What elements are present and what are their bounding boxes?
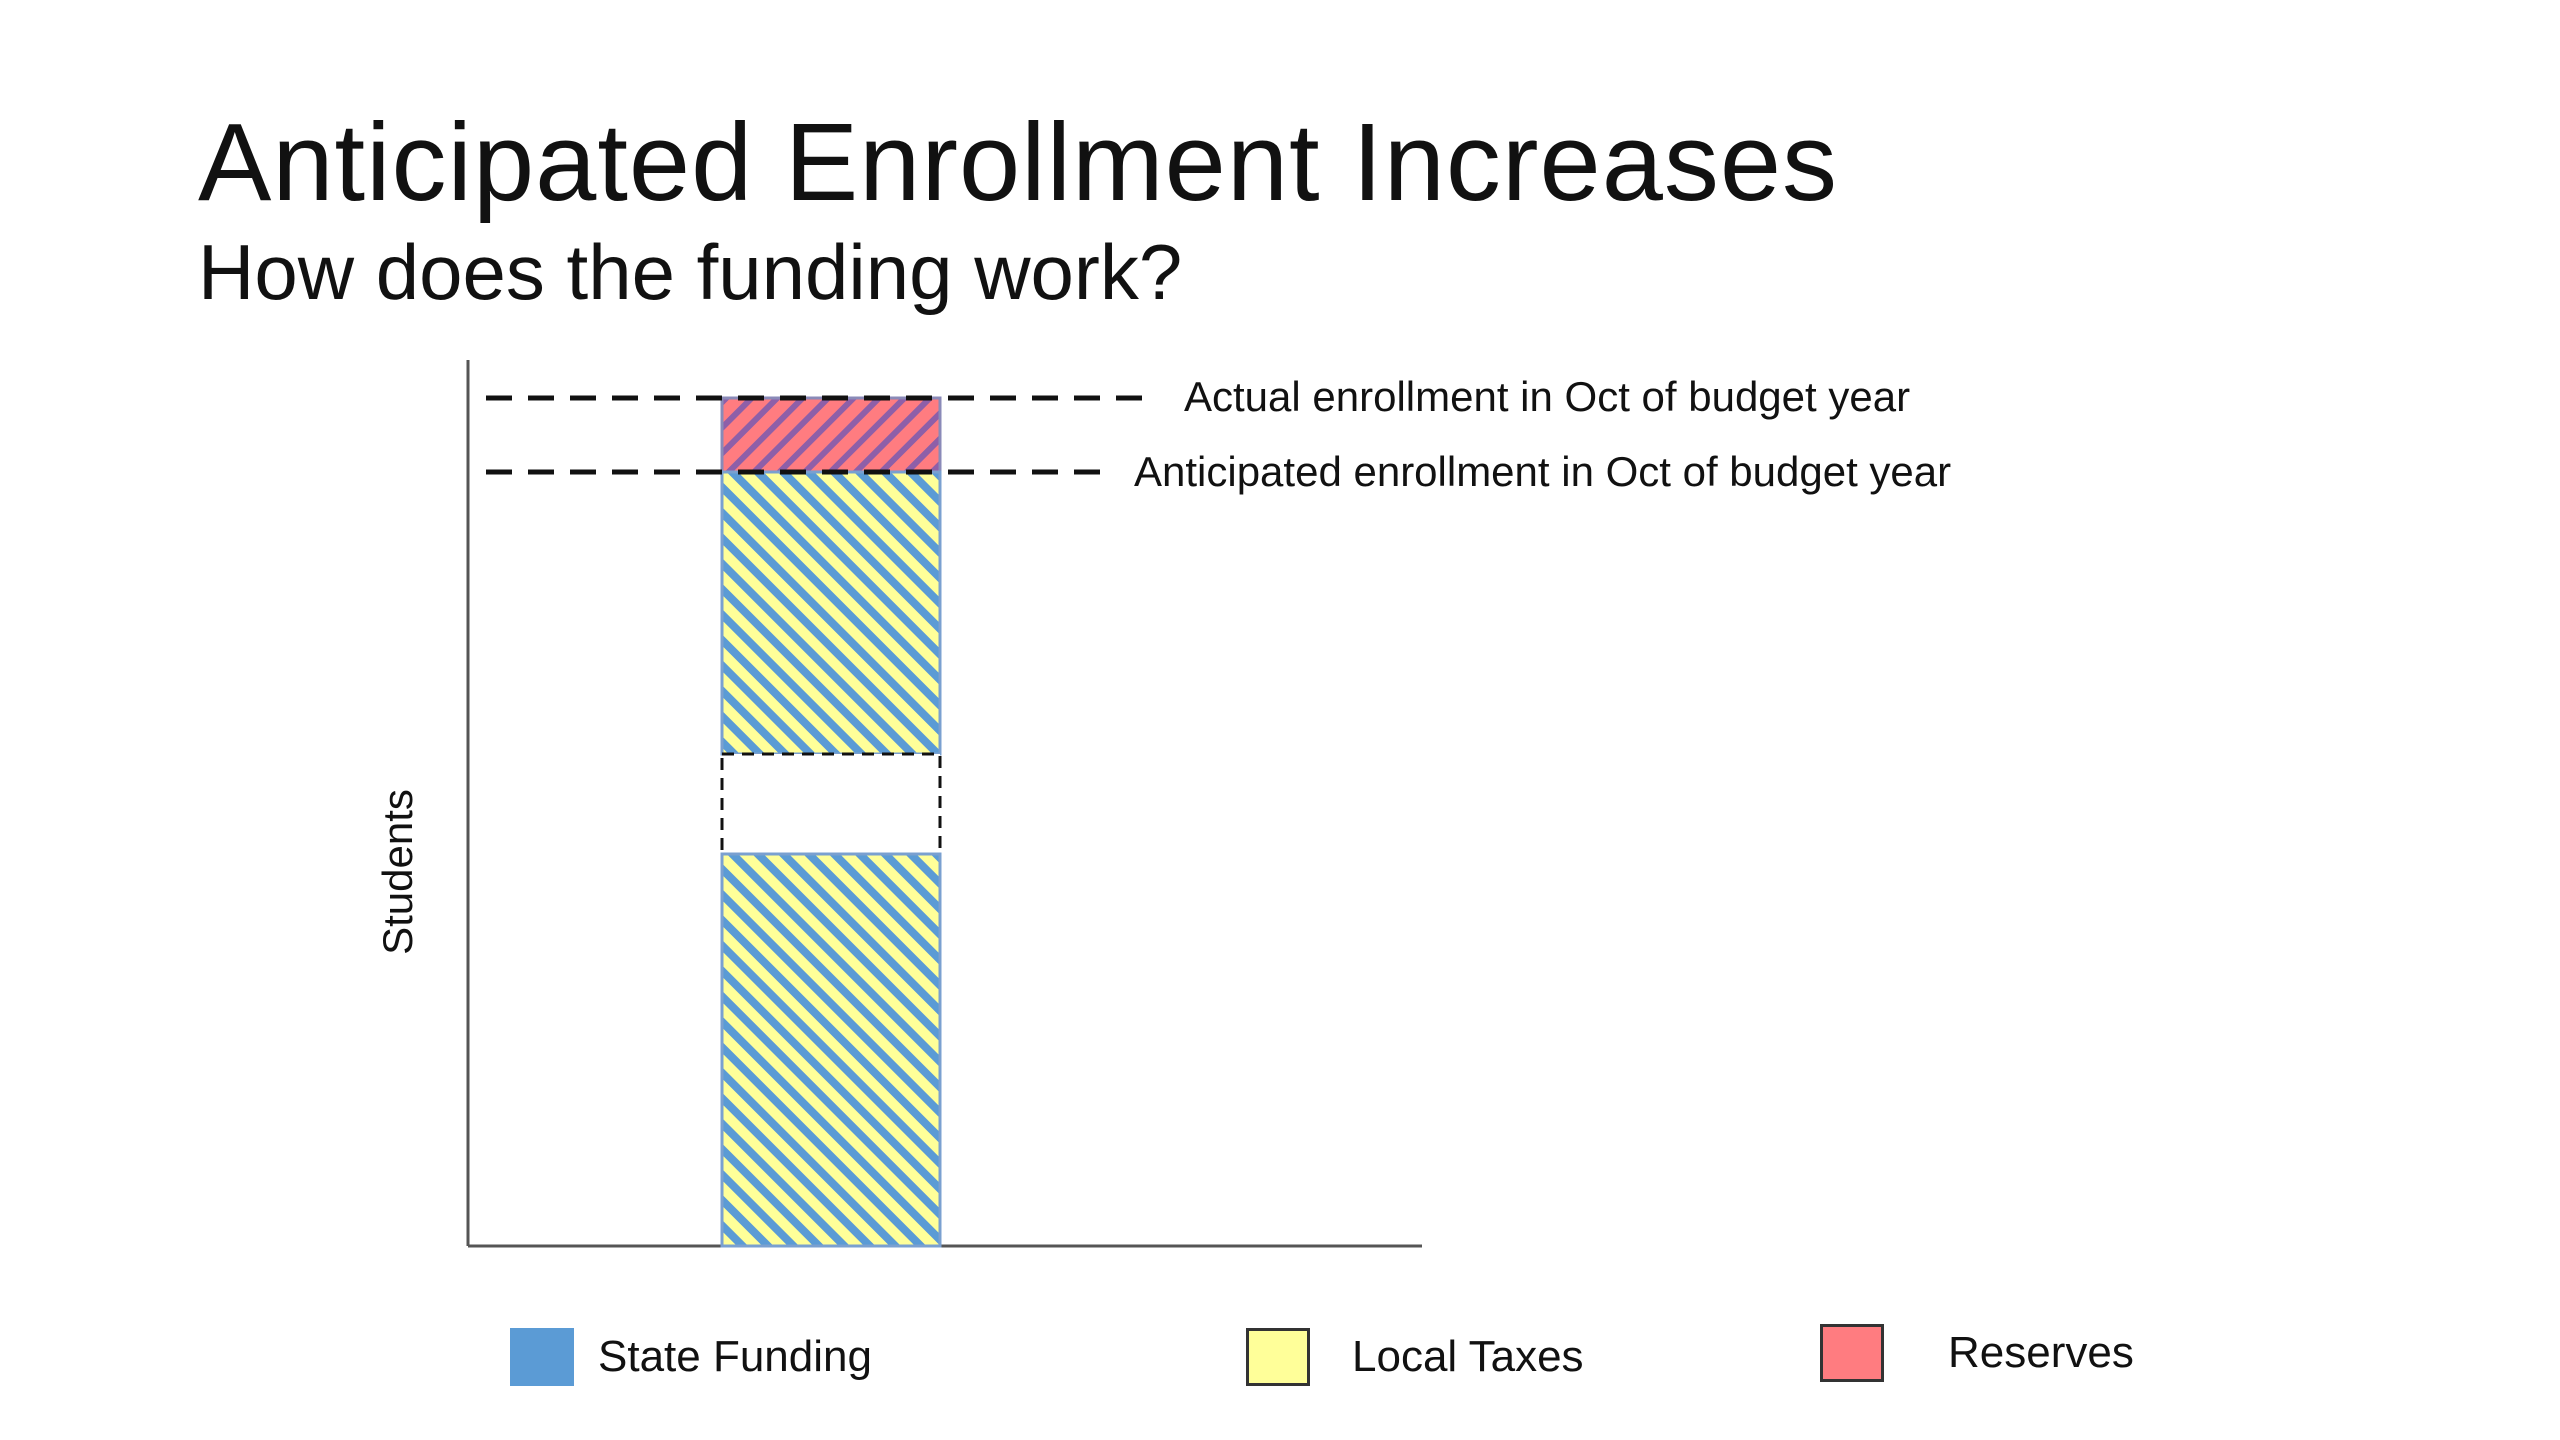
state-funding-swatch [510, 1328, 574, 1386]
y-axis-label: Students [374, 789, 421, 955]
reserves-segment [720, 396, 942, 474]
slide-title: Anticipated Enrollment Increases [198, 101, 1839, 224]
legend-item-state-funding: State Funding [510, 1328, 872, 1386]
actual-enrollment-label: Actual enrollment in Oct of budget year [1184, 373, 1910, 420]
local-taxes-label: Local Taxes [1352, 1332, 1584, 1381]
reserves-label: Reserves [1948, 1328, 2134, 1377]
anticipated-enrollment-label: Anticipated enrollment in Oct of budget … [1134, 448, 1951, 495]
legend-item-local-taxes: Local Taxes [1246, 1328, 1584, 1386]
funding-segment-upper [720, 470, 942, 756]
local-taxes-swatch [1246, 1328, 1310, 1386]
axis-break-gap [720, 752, 942, 856]
state-funding-label: State Funding [598, 1332, 872, 1381]
slide-subtitle: How does the funding work? [198, 228, 1183, 316]
legend-item-reserves: Reserves [1820, 1324, 2134, 1382]
funding-segment-lower [720, 852, 942, 1248]
reserves-swatch [1820, 1324, 1884, 1382]
